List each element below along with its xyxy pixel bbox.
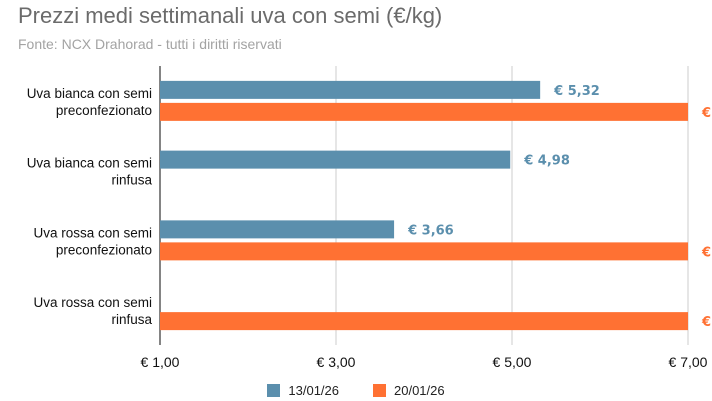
legend-label-series-a: 13/01/26 (288, 383, 339, 398)
x-tick-label-2: € 5,00 (493, 354, 532, 370)
legend-item-series-a[interactable]: 13/01/26 (267, 383, 339, 398)
bar-series-0-cat-1 (160, 150, 511, 169)
category-label-2-line-0: Uva rossa con semi (33, 225, 152, 240)
category-label-1-line-0: Uva bianca con semi (27, 156, 152, 171)
data-label-series-0-cat-1: € 4,98 (523, 154, 570, 169)
x-tick-label-3: € 7,00 (669, 354, 708, 370)
data-label-series-0-cat-2: € 3,66 (407, 223, 454, 238)
x-tick-label-0: € 1,00 (141, 354, 180, 370)
data-label-series-1-cat-0: € (701, 106, 711, 121)
bar-series-1-cat-2 (160, 242, 688, 261)
category-label-0-line-0: Uva bianca con semi (27, 86, 152, 101)
chart-title: Prezzi medi settimanali uva con semi (€/… (18, 3, 443, 28)
chart-legend: 13/01/26 20/01/26 (0, 383, 712, 398)
legend-item-series-b[interactable]: 20/01/26 (373, 383, 445, 398)
bar-series-1-cat-3 (160, 312, 688, 331)
category-label-3-line-1: rinfusa (111, 312, 152, 327)
legend-label-series-b: 20/01/26 (394, 383, 445, 398)
chart-subtitle: Fonte: NCX Drahorad - tutti i diritti ri… (18, 36, 282, 52)
category-label-3-line-0: Uva rossa con semi (33, 295, 152, 310)
legend-swatch-series-a (267, 384, 281, 397)
bar-series-0-cat-0 (160, 80, 541, 99)
data-label-series-1-cat-3: € (701, 315, 711, 330)
category-label-1-line-1: rinfusa (111, 173, 152, 188)
bar-series-1-cat-0 (160, 102, 688, 121)
data-label-series-1-cat-2: € (701, 245, 711, 260)
category-label-2-line-1: preconfezionato (56, 242, 152, 257)
x-tick-label-1: € 3,00 (317, 354, 356, 370)
category-label-0-line-1: preconfezionato (56, 103, 152, 118)
bar-chart: € 1,00 € 3,00 € 5,00 € 7,00 Uva bianca con s… (27, 66, 711, 370)
data-label-series-0-cat-0: € 5,32 (553, 84, 600, 99)
bar-series-0-cat-2 (160, 220, 395, 239)
legend-swatch-series-b (373, 384, 386, 397)
